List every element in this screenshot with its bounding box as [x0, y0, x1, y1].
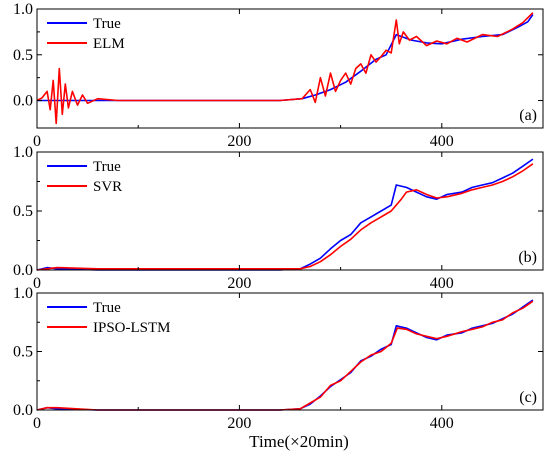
- series-line-true: [36, 299, 534, 411]
- legend-entry-true: True: [93, 16, 121, 32]
- legend-entry-true: True: [93, 300, 121, 316]
- legend-entry-svr: SVR: [93, 179, 122, 195]
- panel-3: 0 200 400 0.0 0.5 1.0 True IPSO-LSTM (c): [13, 285, 544, 432]
- y-tick-label: 0.0: [13, 402, 33, 419]
- y-tick-label: 1.0: [13, 144, 33, 161]
- x-axis-label-container: Time(×20min): [0, 432, 550, 452]
- y-tick-label: 0.5: [13, 203, 33, 220]
- axes-frame: [36, 8, 544, 129]
- series-line-ipso-lstm: [36, 300, 534, 411]
- x-tick-label: 400: [430, 415, 454, 432]
- x-axis-label: Time(×20min): [249, 432, 349, 451]
- x-tick-label: 400: [430, 275, 454, 292]
- series-line-svr: [36, 163, 534, 271]
- series-line-true: [36, 158, 534, 271]
- y-tick-label: 0.5: [13, 344, 33, 361]
- x-tick-label: 0: [33, 275, 41, 292]
- legend-entry-ipso-lstm: IPSO-LSTM: [93, 320, 171, 336]
- panel-2: 0 200 400 0.0 0.5 1.0 True SVR (b): [13, 144, 544, 292]
- panel-label: (b): [518, 249, 537, 266]
- x-tick-label: 400: [430, 133, 454, 150]
- y-tick-label: 0.5: [13, 47, 33, 64]
- legend-entry-elm: ELM: [93, 36, 125, 52]
- panel-label: (a): [519, 107, 537, 124]
- x-tick-label: 200: [227, 275, 251, 292]
- y-tick-label: 1.0: [13, 285, 33, 302]
- x-tick-label: 0: [33, 415, 41, 432]
- panel-label: (c): [519, 389, 537, 406]
- y-tick-label: 0.0: [13, 93, 33, 110]
- y-tick-label: 1.0: [13, 1, 33, 18]
- x-tick-label: 200: [227, 415, 251, 432]
- series-line-elm: [36, 12, 534, 125]
- x-tick-label: 200: [227, 133, 251, 150]
- y-tick-label: 0.0: [13, 262, 33, 279]
- x-tick-label: 0: [33, 133, 41, 150]
- panel-1: 0 200 400 0.0 0.5 1.0 True ELM (a): [13, 1, 544, 150]
- legend-entry-true: True: [93, 159, 121, 175]
